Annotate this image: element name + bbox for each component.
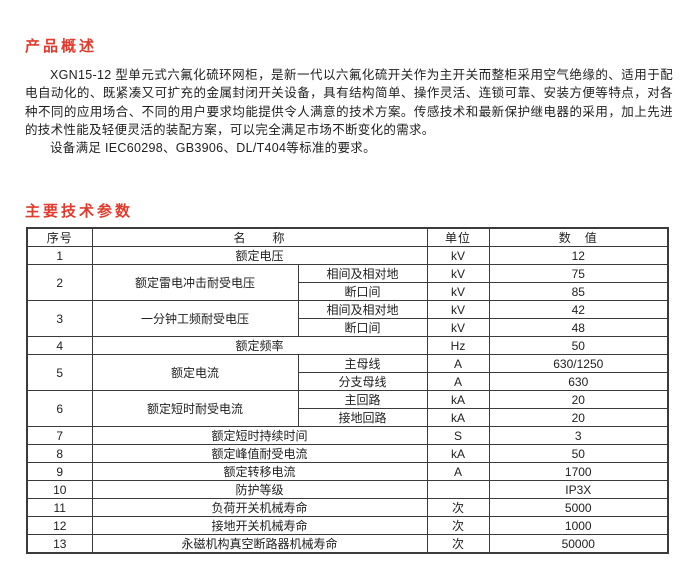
cell-subname: 主回路 [297, 390, 428, 410]
cell-name: 一分钟工频耐受电压 [91, 300, 299, 338]
table-row: 4 额定频率 Hz 50 [26, 336, 669, 356]
cell-subname: 分支母线 [297, 372, 428, 392]
cell-no: 2 [26, 264, 93, 302]
table-row: 9 额定转移电流 A 1700 [26, 462, 669, 482]
cell-name: 额定电压 [91, 246, 428, 266]
cell-value: 42 [488, 300, 669, 320]
cell-value: 50000 [488, 534, 669, 554]
cell-name: 额定短时持续时间 [91, 426, 428, 446]
cell-unit: kA [426, 408, 490, 428]
cell-no: 3 [26, 300, 93, 338]
cell-value: 1700 [488, 462, 669, 482]
table-row: 接地回路 kA 20 [27, 408, 669, 428]
cell-no: 8 [26, 444, 93, 464]
cell-name: 额定电流 [91, 354, 299, 392]
cell-unit: 次 [426, 534, 490, 554]
cell-no: 4 [26, 336, 93, 356]
cell-no: 5 [26, 354, 93, 392]
cell-unit: kV [426, 318, 490, 338]
cell-unit: A [426, 462, 490, 482]
cell-no: 11 [26, 498, 93, 518]
table-row: 13 永磁机构真空断路器机械寿命 次 50000 [26, 534, 669, 554]
table-row: 断口间 kV 48 [27, 318, 669, 338]
header-value: 数 值 [488, 227, 669, 248]
cell-value: 75 [488, 264, 669, 284]
cell-no: 9 [26, 462, 93, 482]
cell-value: 1000 [488, 516, 669, 536]
overview-paragraph: XGN15-12 型单元式六氟化硫环网柜，是新一代以六氟化硫开关作为主开关而整柜… [25, 68, 673, 137]
table-row: 6 额定短时耐受电流 主回路 kA 20 [26, 390, 669, 428]
cell-name: 永磁机构真空断路器机械寿命 [91, 534, 428, 554]
cell-value: 12 [488, 246, 669, 266]
cell-name: 额定短时耐受电流 [91, 390, 299, 428]
cell-name: 负荷开关机械寿命 [91, 498, 428, 518]
cell-unit: kA [426, 390, 490, 410]
parameters-heading: 主要技术参数 [25, 203, 134, 221]
cell-value: IP3X [488, 480, 669, 500]
cell-subname: 主母线 [297, 354, 428, 374]
cell-unit: kV [426, 300, 490, 320]
cell-subname: 接地回路 [297, 408, 428, 428]
cell-no: 10 [26, 480, 93, 500]
cell-unit: kV [426, 282, 490, 302]
cell-name: 额定转移电流 [91, 462, 428, 482]
datasheet-page: 产品概述 XGN15-12 型单元式六氟化硫环网柜，是新一代以六氟化硫开关作为主… [25, 38, 673, 555]
cell-value: 48 [488, 318, 669, 338]
cell-subname: 断口间 [297, 318, 428, 338]
cell-value: 50 [488, 336, 669, 356]
standards-paragraph: 设备满足 IEC60298、GB3906、DL/T404等标准的要求。 [50, 141, 376, 156]
header-name: 名 称 [91, 227, 428, 248]
table-row: 3 一分钟工频耐受电压 相间及相对地 kV 42 [26, 300, 669, 338]
cell-value: 5000 [488, 498, 669, 518]
table-row: 5 额定电流 主母线 A 630/1250 [26, 354, 669, 392]
cell-unit: kV [426, 264, 490, 284]
cell-unit [426, 480, 490, 500]
cell-name: 额定雷电冲击耐受电压 [91, 264, 299, 302]
cell-unit: A [426, 354, 490, 374]
cell-unit: kV [426, 246, 490, 266]
table-header-row: 序号 名 称 单位 数 值 [26, 227, 669, 248]
cell-value: 20 [488, 408, 669, 428]
parameters-table: 序号 名 称 单位 数 值 1 额定电压 kV 12 2 额定雷电冲击耐受电压 … [26, 227, 670, 555]
cell-subname: 相间及相对地 [297, 264, 428, 284]
cell-value: 3 [488, 426, 669, 446]
cell-no: 13 [26, 534, 93, 554]
table-row: 11 负荷开关机械寿命 次 5000 [26, 498, 669, 518]
header-unit: 单位 [426, 227, 490, 248]
table-row: 7 额定短时持续时间 S 3 [26, 426, 669, 446]
cell-no: 12 [26, 516, 93, 536]
table-row: 10 防护等级 IP3X [26, 480, 669, 500]
table-row: 8 额定峰值耐受电流 kA 50 [26, 444, 669, 464]
header-no: 序号 [26, 227, 93, 248]
cell-unit: kA [426, 444, 490, 464]
cell-value: 85 [488, 282, 669, 302]
cell-no: 1 [26, 246, 93, 266]
cell-unit: 次 [426, 498, 490, 518]
cell-name: 额定频率 [91, 336, 428, 356]
overview-text-block: XGN15-12 型单元式六氟化硫环网柜，是新一代以六氟化硫开关作为主开关而整柜… [25, 66, 673, 157]
table-row: 12 接地开关机械寿命 次 1000 [26, 516, 669, 536]
cell-unit: S [426, 426, 490, 446]
cell-subname: 相间及相对地 [297, 300, 428, 320]
cell-value: 20 [488, 390, 669, 410]
cell-name: 防护等级 [91, 480, 428, 500]
cell-unit: 次 [426, 516, 490, 536]
cell-value: 630 [488, 372, 669, 392]
table-row: 1 额定电压 kV 12 [26, 246, 669, 266]
cell-name: 接地开关机械寿命 [91, 516, 428, 536]
overview-heading: 产品概述 [25, 38, 98, 55]
cell-value: 50 [488, 444, 669, 464]
cell-no: 6 [26, 390, 93, 428]
cell-unit: A [426, 372, 490, 392]
cell-name: 额定峰值耐受电流 [91, 444, 428, 464]
cell-no: 7 [26, 426, 93, 446]
table-row: 2 额定雷电冲击耐受电压 相间及相对地 kV 75 [26, 264, 669, 302]
cell-unit: Hz [426, 336, 490, 356]
cell-value: 630/1250 [488, 354, 669, 374]
cell-subname: 断口间 [297, 282, 428, 302]
